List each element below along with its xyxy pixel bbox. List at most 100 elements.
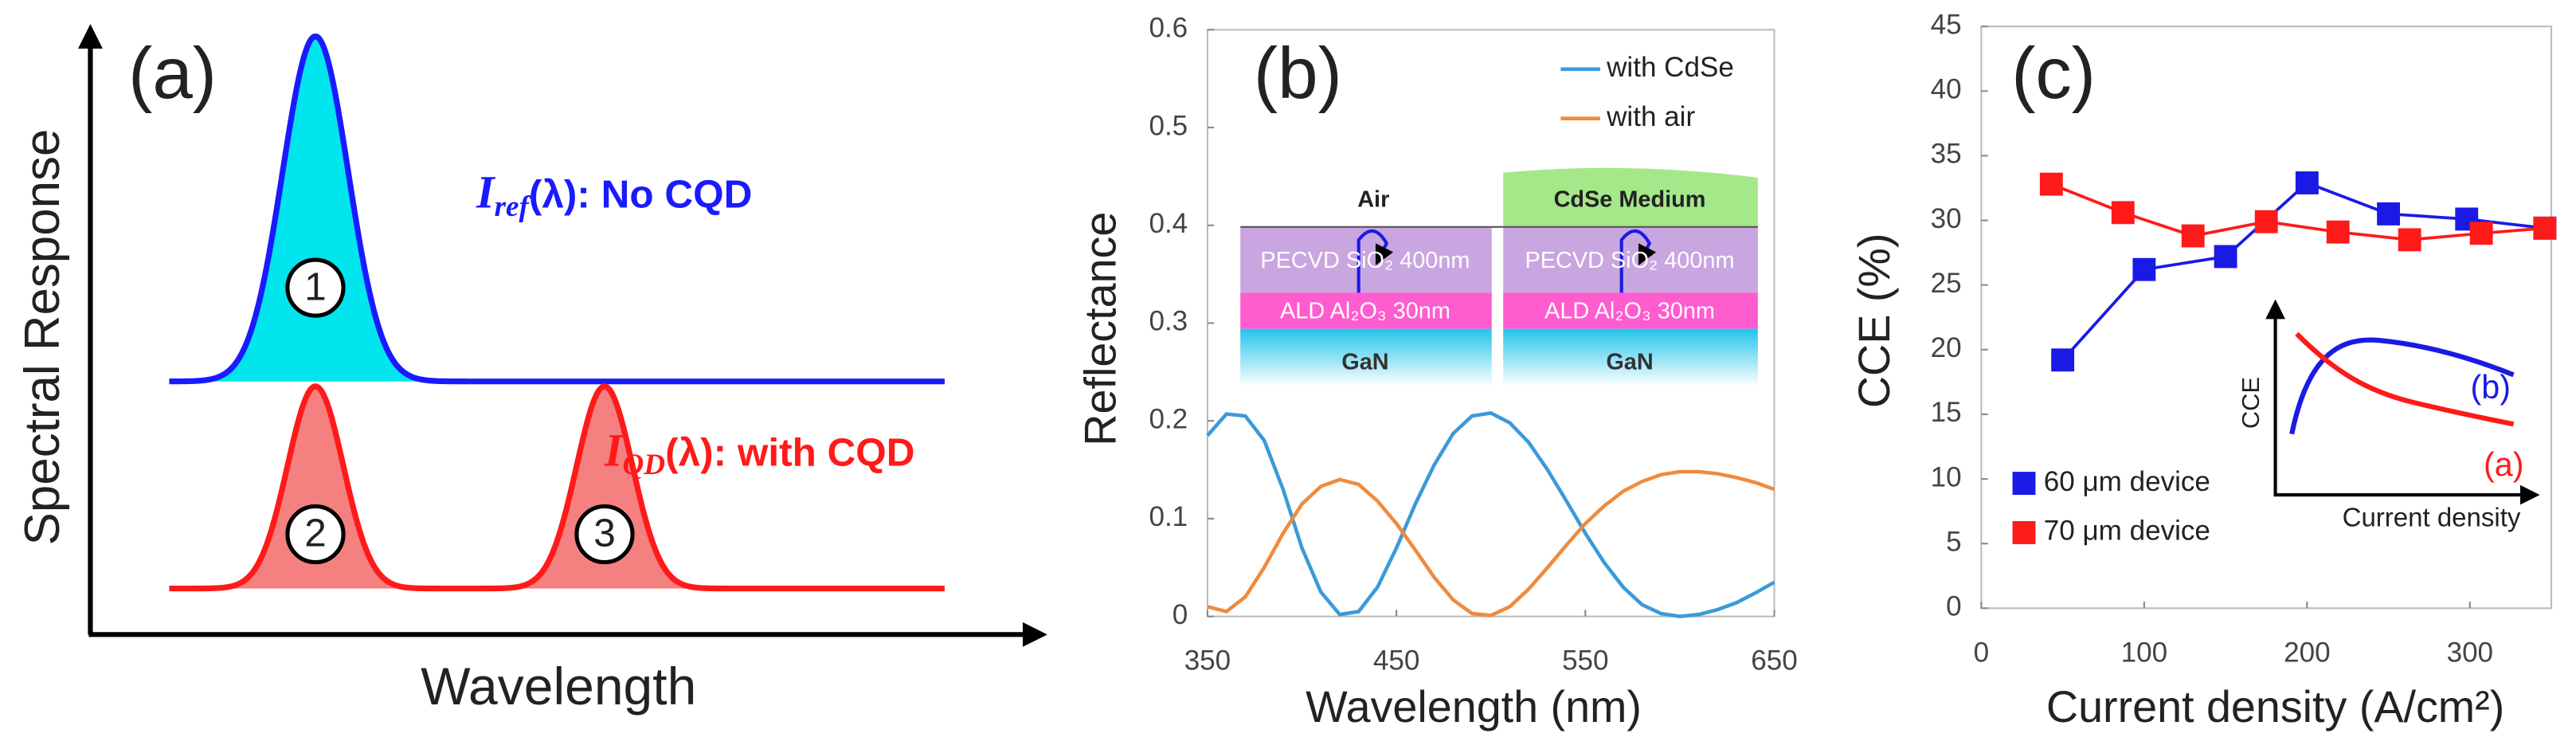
symbol: I [476, 168, 496, 218]
y-tick-label: 0.1 [1149, 501, 1188, 532]
data-point [2214, 245, 2237, 269]
panel-b: (b) Wavelength (nm) Reflectance Air CdSe… [1076, 13, 1798, 731]
layer [1240, 292, 1492, 329]
y-tick-label: 0.2 [1149, 403, 1188, 434]
layer-label: PECVD SiO₂ 400nm [1260, 248, 1470, 273]
arrow [1619, 229, 1657, 293]
y-tick-label: 30 [1931, 203, 1962, 234]
series-line [2050, 182, 2546, 241]
layer [1503, 167, 1758, 227]
panel-label: (c) [2011, 33, 2096, 114]
inset-curve [2295, 331, 2515, 427]
x-tick-label: 550 [1562, 645, 1608, 677]
peak-marker [574, 504, 635, 565]
data-point [2533, 216, 2557, 240]
layer [1503, 328, 1758, 386]
data-point [2051, 348, 2075, 372]
y-axis-label: Reflectance [1076, 212, 1126, 446]
y-tick-label: 20 [1931, 332, 1962, 363]
panel-label: (a) [128, 33, 217, 114]
spectrum-curve [169, 33, 945, 385]
x-tick-label: 650 [1751, 645, 1797, 677]
curve-label: Iref(λ): No CQD [476, 168, 752, 223]
y-tick-label: 0.6 [1149, 13, 1188, 44]
x-tick-label: 350 [1184, 645, 1231, 677]
y-tick-label: 15 [1931, 397, 1962, 428]
data-point [2181, 224, 2205, 248]
legend-label: 70 μm device [2044, 516, 2210, 547]
layer [1503, 292, 1758, 329]
y-tick-label: 25 [1931, 268, 1962, 299]
layer [1240, 328, 1492, 386]
layer-label: GaN [1606, 350, 1653, 375]
symbol: I [604, 426, 624, 477]
series-line [1207, 469, 1775, 618]
layer-label: ALD Al₂O₃ 30nm [1544, 299, 1715, 324]
inset-curve [2289, 337, 2515, 435]
inset-diagram: Air CdSe Medium PECVD SiO₂ 400nm ALD Al₂… [1240, 167, 1758, 386]
y-tick-label: 0.3 [1149, 306, 1188, 337]
subscript: QD [622, 448, 665, 480]
y-axis-label: Spectral Response [15, 129, 70, 546]
data-point [2132, 257, 2156, 281]
peak-marker [285, 257, 346, 318]
x-tick-label: 300 [2447, 637, 2493, 668]
arrow [1357, 229, 1394, 293]
label-text: (λ): with CQD [665, 431, 914, 475]
y-tick-label: 0 [1173, 599, 1188, 630]
peak-number: 3 [593, 512, 616, 555]
inset-label: CdSe Medium [1554, 186, 1706, 212]
data-point [2326, 220, 2350, 244]
y-axis-label: CCE (%) [1850, 233, 1899, 409]
inset-sketch: CCE Current density (b) (a) [2237, 299, 2540, 532]
legend-label: with CdSe [1606, 52, 1734, 83]
y-tick-label: 45 [1931, 9, 1962, 40]
x-axis-label: Wavelength (nm) [1306, 682, 1642, 731]
inset-curve-label: (b) [2471, 369, 2511, 406]
inset-x-label: Current density [2343, 503, 2521, 532]
layer-label: ALD Al₂O₃ 30nm [1280, 299, 1450, 324]
data-point [2111, 201, 2135, 225]
legend-marker [2012, 521, 2036, 544]
y-tick-label: 40 [1931, 74, 1962, 105]
curve-label: IQD(λ): with CQD [604, 426, 915, 481]
layer [1503, 226, 1758, 293]
subscript: ref [495, 190, 532, 223]
inset-y-label: CCE [2237, 377, 2265, 429]
inset-curve-label: (a) [2484, 446, 2523, 483]
layer-label: GaN [1341, 350, 1388, 375]
panel-c: (c) Current density (A/cm²) CCE (%) CCE … [1850, 9, 2557, 731]
data-point [2254, 210, 2278, 233]
y-tick-label: 5 [1946, 526, 1962, 557]
x-tick-label: 0 [1974, 637, 1990, 668]
y-tick-label: 35 [1931, 139, 1962, 170]
data-point [2295, 171, 2319, 194]
y-tick-label: 0.5 [1149, 110, 1188, 141]
inset-label: Air [1357, 186, 1389, 212]
x-tick-label: 450 [1373, 645, 1419, 677]
spectrum-curve [169, 383, 945, 592]
peak-number: 1 [304, 265, 327, 308]
data-point [2039, 172, 2063, 196]
data-point [2469, 222, 2493, 245]
peak-fill [180, 386, 773, 589]
peak-number: 2 [304, 512, 327, 555]
x-axis-label: Wavelength [421, 657, 696, 716]
y-tick-label: 0.4 [1149, 208, 1188, 239]
panel-label: (b) [1254, 33, 1342, 114]
plot-frame [1980, 25, 2553, 610]
y-tick-label: 10 [1931, 461, 1962, 492]
label-text: (λ): No CQD [529, 173, 752, 217]
x-tick-label: 100 [2121, 637, 2167, 668]
x-tick-label: 200 [2284, 637, 2330, 668]
data-point [2377, 202, 2401, 226]
panel-a: (a) Wavelength Spectral Response Iref(λ)… [15, 24, 1047, 716]
peak-marker [285, 504, 346, 565]
y-tick-label: 0 [1946, 591, 1962, 622]
series-line [1206, 411, 1775, 618]
legend-label: 60 μm device [2044, 466, 2210, 497]
legend-label: with air [1606, 101, 1695, 132]
legend-marker [2012, 472, 2036, 495]
